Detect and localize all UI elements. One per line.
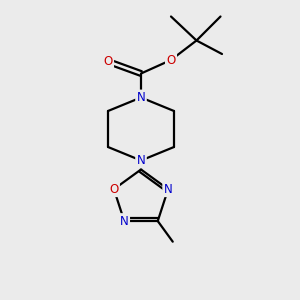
Text: O: O [109,183,119,196]
Text: O: O [103,55,112,68]
Text: N: N [164,183,172,196]
Text: N: N [120,214,129,228]
Text: O: O [167,53,176,67]
Text: N: N [136,154,146,167]
Text: N: N [136,91,146,104]
